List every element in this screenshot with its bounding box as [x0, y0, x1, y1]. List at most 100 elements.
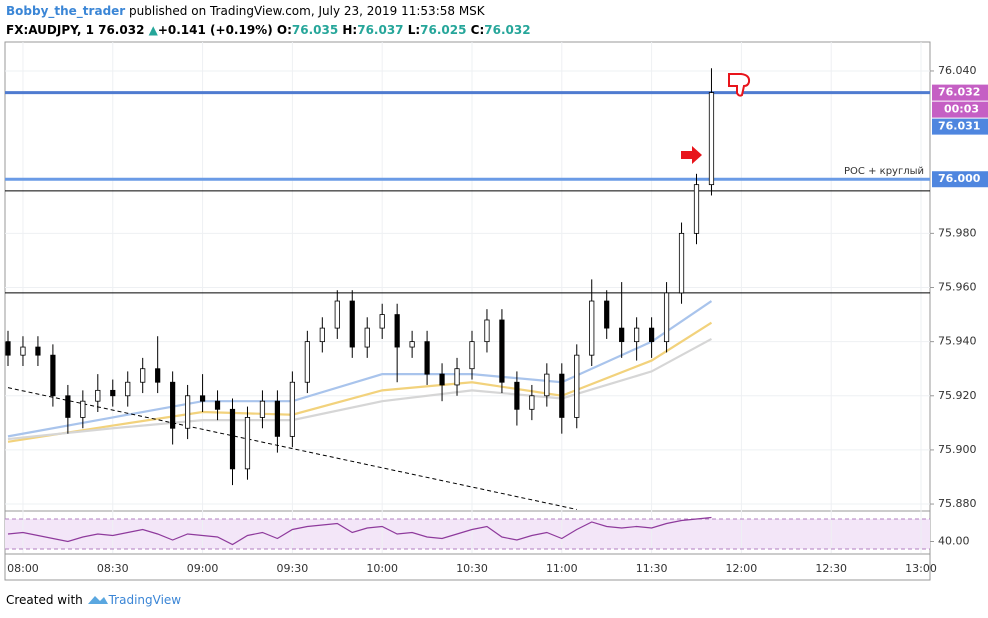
created: Created with: [6, 593, 83, 607]
x-tick-label: 08:00: [7, 562, 39, 575]
candle-body: [155, 368, 161, 383]
candle-body: [80, 400, 86, 418]
x-tick-label: 09:00: [187, 562, 219, 575]
chart: 08:00 08:30 09:00 09:30 10:00 10:30 11:00 11:30…: [4, 41, 988, 581]
countdown-badge: [932, 101, 988, 118]
candle-body: [619, 327, 625, 343]
price: 76.032: [98, 23, 145, 37]
change: +0.141 (+0.19%): [157, 23, 273, 37]
x-tick-label: 12:30: [815, 562, 847, 575]
trend-line: [7, 387, 577, 510]
price-badge: [932, 118, 988, 135]
candle-body: [649, 327, 655, 343]
rsi-band: [5, 519, 930, 549]
y-tick-label: 75.920: [938, 389, 977, 402]
candle-body: [274, 400, 281, 437]
symbol-line: FX:AUDJPY, 1 76.032 ▲+0.141 (+0.19%) O:7…: [6, 23, 531, 37]
candle-body: [379, 314, 385, 329]
candle-body: [604, 300, 610, 329]
candle-body: [214, 400, 221, 410]
candle-body: [35, 346, 41, 356]
price-badge-label: 76.032: [938, 86, 980, 99]
y-tick-label: 76.040: [938, 64, 977, 77]
candle-body: [454, 368, 460, 386]
red-arrow: [681, 146, 702, 164]
candle-body: [244, 417, 251, 470]
candle-body: [484, 319, 490, 343]
candle-body: [663, 292, 670, 343]
candle-body: [20, 346, 26, 356]
candle-body: [439, 373, 445, 386]
countdown: 00:03: [944, 103, 979, 116]
l: 76.025: [420, 23, 467, 37]
o-label: O:: [276, 23, 292, 37]
arrow: ▲: [148, 23, 158, 37]
price-badge-label: 76.000: [938, 172, 981, 185]
candle-body: [5, 341, 11, 356]
x-tick-label: 10:30: [456, 562, 488, 575]
x-tick-label: 11:30: [636, 562, 668, 575]
candle-body: [514, 381, 520, 410]
candle-body: [110, 389, 116, 397]
c: 76.032: [484, 23, 531, 37]
published: published on TradingView.com, July 23, 2…: [129, 4, 485, 18]
candle-body: [50, 354, 56, 397]
candle-body: [529, 395, 535, 410]
tv-logo: [87, 596, 108, 604]
candle-body: [185, 395, 191, 429]
publish-line: Bobby_the_trader published on TradingVie…: [6, 4, 485, 18]
x-tick-label: 10:00: [366, 562, 398, 575]
candle-body: [199, 395, 206, 402]
candle-body: [364, 327, 370, 348]
x-tick-label: 08:30: [97, 562, 129, 575]
frame: [4, 41, 931, 581]
candle-body: [304, 341, 310, 383]
level-annotation: POC + круглый: [844, 166, 924, 177]
candle-body: [140, 368, 146, 383]
y-tick-label: 75.940: [938, 335, 977, 348]
c-label: C:: [470, 23, 485, 37]
x-tick-label: 12:00: [726, 562, 758, 575]
brand[interactable]: TradingView: [108, 593, 182, 607]
y-tick-label: 75.900: [938, 443, 977, 456]
l-label: L:: [407, 23, 421, 37]
y-tick-label: 75.960: [938, 281, 977, 294]
y-tick-label: 75.880: [938, 497, 977, 510]
price-badge: [932, 171, 988, 188]
candle-body: [469, 341, 475, 370]
x-tick-label: 09:30: [277, 562, 309, 575]
candle-body: [574, 354, 580, 418]
candle-body: [693, 184, 700, 234]
candle-body: [95, 389, 101, 402]
candle-body: [559, 373, 565, 418]
candle-body: [259, 400, 266, 418]
price-badge: [932, 84, 988, 101]
candle-body: [319, 327, 325, 343]
candle-body: [424, 341, 430, 375]
footer: Created with TradingView: [6, 593, 181, 607]
candle-body: [634, 327, 640, 343]
candle-body: [394, 314, 400, 348]
h: 76.037: [357, 23, 404, 37]
h-label: H:: [342, 23, 358, 37]
symbol: FX:AUDJPY, 1: [6, 23, 94, 37]
candle-body: [170, 381, 176, 429]
x-tick-label: 11:00: [546, 562, 578, 575]
moving-average: [7, 337, 712, 441]
rsi-tick-label: 40.00: [938, 535, 970, 548]
candle-body: [678, 232, 685, 294]
o: 76.035: [291, 23, 339, 37]
candle-body: [65, 395, 71, 418]
candle-body: [708, 92, 715, 186]
candle-body: [589, 300, 595, 356]
candle-body: [409, 341, 415, 348]
candle-body: [229, 408, 236, 470]
price-badge-label: 76.031: [938, 120, 980, 133]
candle-body: [125, 381, 131, 397]
candle-body: [349, 300, 355, 348]
author[interactable]: Bobby_the_trader: [6, 4, 126, 18]
candle-body: [289, 381, 295, 437]
candle-body: [544, 373, 550, 397]
x-tick-label: 13:00: [905, 562, 937, 575]
